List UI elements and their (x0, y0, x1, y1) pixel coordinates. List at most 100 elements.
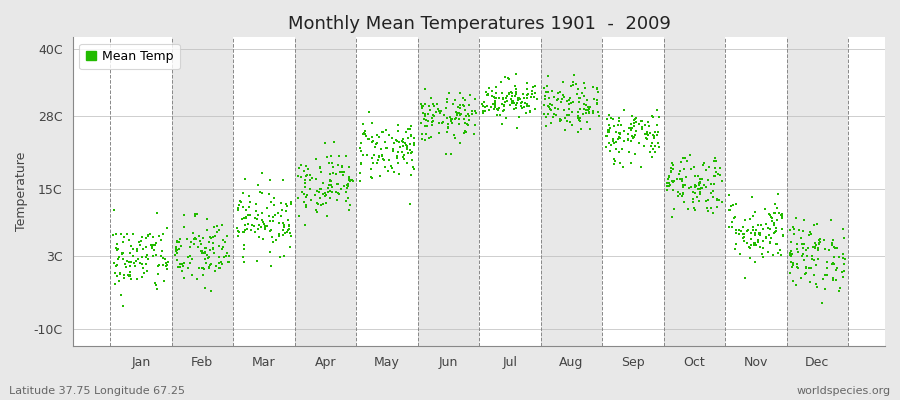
Point (233, 198, 248, 204)
Point (785, 264, 799, 270)
Point (212, 242, 226, 249)
Point (540, 111, 554, 118)
Point (745, 194, 760, 200)
Point (316, 191, 330, 197)
Point (298, 222, 312, 228)
Point (562, 100, 576, 107)
Point (297, 191, 311, 198)
Point (554, 117, 568, 124)
Point (425, 115, 439, 121)
Point (562, 119, 577, 126)
Point (187, 240, 202, 247)
Point (571, 109, 585, 115)
Point (392, 144, 407, 150)
Point (706, 188, 720, 194)
Point (736, 224, 751, 230)
Point (670, 176, 684, 182)
Point (519, 110, 534, 117)
Point (414, 120, 428, 126)
Point (212, 265, 227, 271)
Point (577, 101, 591, 107)
Point (237, 242, 251, 248)
Point (236, 228, 250, 235)
Point (111, 246, 125, 252)
Point (811, 256, 825, 262)
Point (612, 148, 626, 155)
Point (202, 255, 216, 262)
Point (651, 140, 665, 146)
Point (183, 253, 197, 259)
Point (443, 114, 457, 120)
Text: Latitude 37.75 Longitude 67.25: Latitude 37.75 Longitude 67.25 (9, 386, 185, 396)
Point (202, 254, 216, 260)
Point (457, 130, 472, 136)
Point (743, 230, 758, 236)
Point (621, 136, 635, 142)
Point (354, 160, 368, 166)
Point (114, 251, 129, 257)
Point (374, 173, 388, 179)
Point (707, 154, 722, 161)
Point (340, 180, 355, 187)
Point (404, 132, 419, 138)
Point (200, 216, 214, 223)
Point (493, 112, 508, 118)
Point (706, 194, 720, 200)
Point (499, 115, 513, 122)
Point (135, 261, 149, 267)
Point (340, 185, 355, 192)
Point (215, 236, 230, 243)
Point (740, 228, 754, 234)
Point (525, 88, 539, 94)
Point (696, 162, 710, 168)
Point (813, 236, 827, 242)
Point (693, 190, 707, 197)
Point (692, 198, 706, 204)
Point (661, 176, 675, 182)
Point (650, 107, 664, 113)
Point (112, 271, 127, 278)
Point (173, 261, 187, 268)
Point (399, 142, 413, 148)
Point (400, 146, 415, 152)
Point (108, 263, 122, 270)
Point (786, 278, 800, 284)
Point (186, 230, 201, 237)
Point (537, 111, 552, 117)
Point (154, 252, 168, 259)
Point (467, 130, 482, 137)
Point (541, 89, 555, 95)
Point (355, 148, 369, 155)
Point (835, 251, 850, 257)
Point (733, 227, 747, 234)
Point (324, 152, 338, 159)
Point (297, 168, 311, 174)
Point (832, 288, 847, 294)
Point (424, 95, 438, 102)
Point (281, 227, 295, 233)
Point (787, 231, 801, 238)
Point (415, 104, 429, 110)
Point (759, 235, 773, 241)
Point (375, 152, 390, 159)
Point (761, 225, 776, 232)
Point (197, 266, 211, 272)
Point (556, 79, 571, 85)
Point (591, 113, 606, 120)
Point (558, 127, 572, 134)
Point (576, 111, 590, 117)
Point (276, 176, 291, 183)
Point (679, 182, 693, 188)
Point (370, 140, 384, 146)
Point (390, 154, 404, 161)
Point (390, 153, 404, 159)
Point (697, 181, 711, 188)
Point (680, 158, 694, 164)
Point (544, 120, 558, 126)
Point (266, 202, 281, 208)
Point (812, 241, 826, 247)
Point (414, 101, 428, 108)
Point (128, 262, 142, 269)
Point (328, 170, 343, 177)
Point (628, 116, 643, 122)
